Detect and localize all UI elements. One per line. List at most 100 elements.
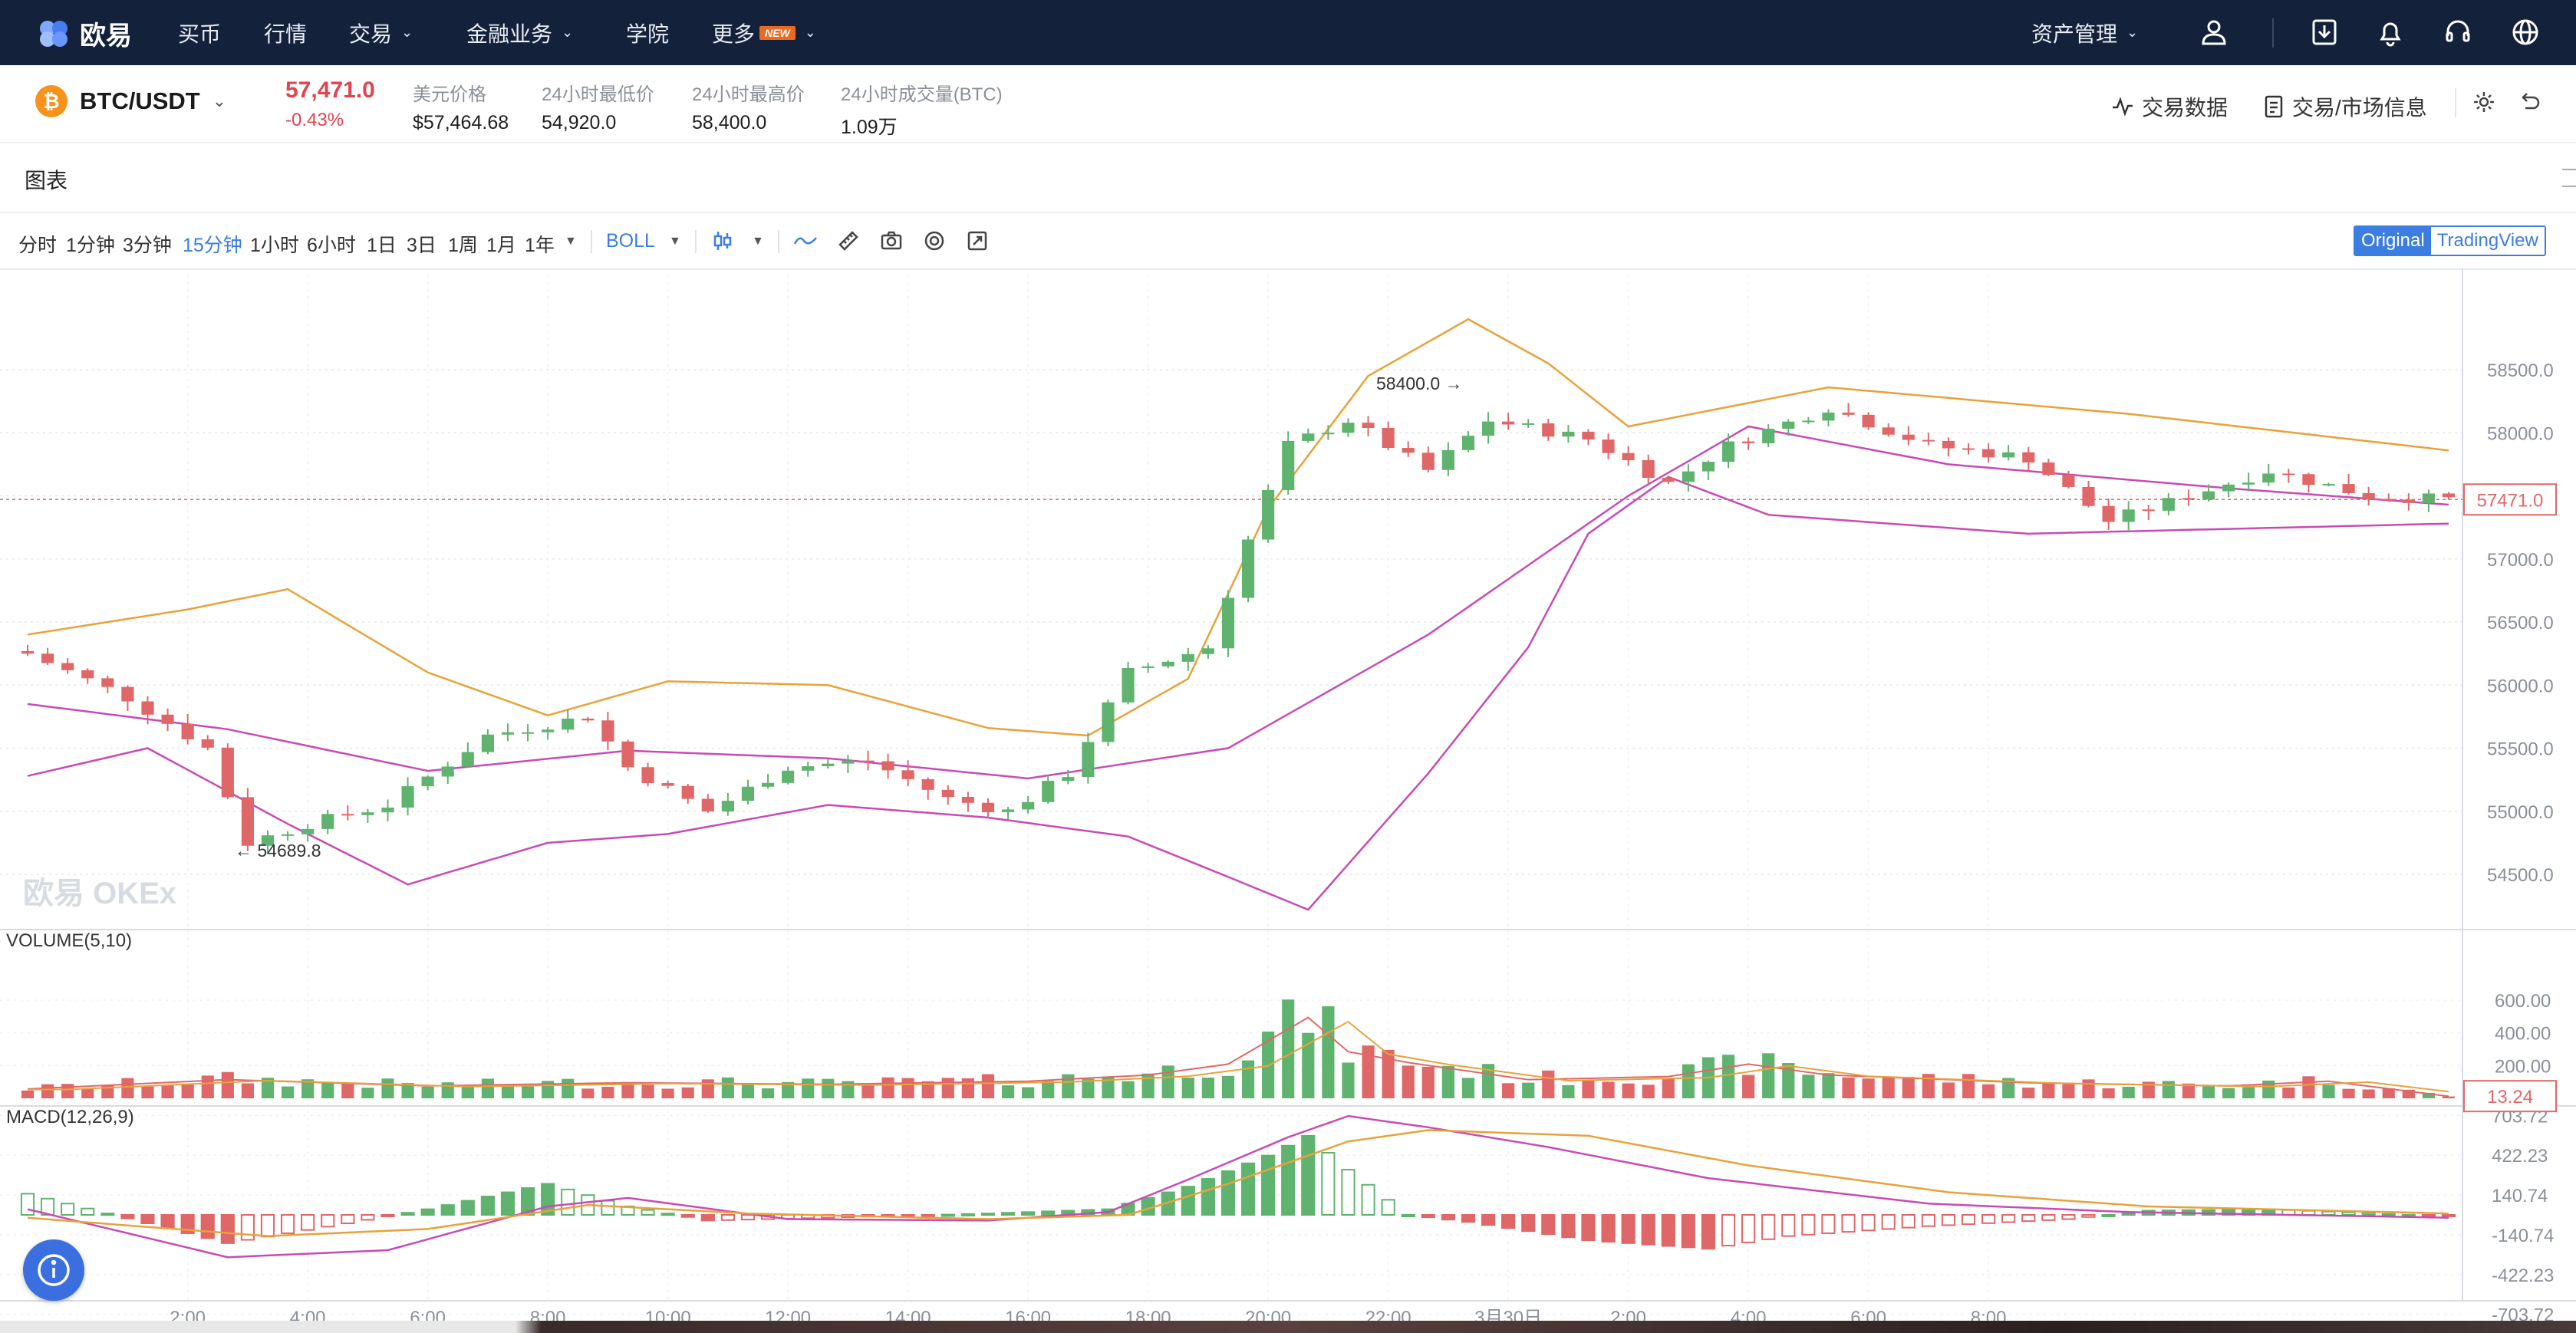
volume-bar [1982, 1084, 1995, 1098]
macd-tick-label: 140.74 [2492, 1186, 2548, 1206]
interval-1w[interactable]: 1周 [448, 235, 478, 256]
candlestick-icon[interactable] [707, 225, 738, 256]
volume-bar [2042, 1082, 2055, 1098]
interval-1m[interactable]: 1分钟 [66, 235, 115, 256]
ruler-icon[interactable] [833, 225, 864, 256]
indicator-wave-icon[interactable] [790, 225, 821, 256]
candle-body [1102, 702, 1115, 742]
download-icon[interactable] [2306, 14, 2343, 51]
macd-histogram-bar [2001, 1214, 2016, 1223]
market-info-link[interactable]: 交易/市场信息 [2263, 91, 2427, 122]
volume-bar [1421, 1066, 1435, 1098]
macd-histogram-bar [2201, 1209, 2216, 1216]
volume-bar [1362, 1045, 1375, 1098]
caret-down-icon[interactable]: ▼ [669, 235, 681, 248]
chevron-down-icon: ⌄ [212, 91, 227, 110]
trade-data-link[interactable]: 交易数据 [2111, 91, 2228, 122]
macd-histogram-bar [200, 1214, 215, 1239]
volume-bar [181, 1084, 194, 1098]
interval-line[interactable]: 分时 [18, 235, 58, 256]
macd-dea-line [27, 1129, 2449, 1237]
globe-icon[interactable] [2507, 14, 2544, 51]
volume-bar [301, 1079, 315, 1098]
info-button[interactable] [23, 1239, 84, 1301]
volume-bar [1602, 1081, 1615, 1098]
view-original-button[interactable]: Original [2355, 227, 2431, 255]
volume-bar [461, 1086, 474, 1098]
volume-bar [1262, 1031, 1275, 1098]
candle-body [2202, 491, 2215, 500]
volume-bar [941, 1078, 954, 1098]
volume-bar [1481, 1064, 1495, 1098]
price-chart[interactable]: 58500.058000.057500.057000.056500.056000… [0, 268, 2576, 1333]
pair-selector[interactable]: ₿ BTC/USDT ⌄ [35, 85, 226, 117]
macd-histogram-bar [160, 1214, 175, 1229]
indicator-boll[interactable]: BOLL [606, 230, 655, 252]
ticker-divider [2455, 88, 2456, 117]
undo-icon[interactable] [2518, 90, 2542, 118]
nav-asset-management[interactable]: 资产管理 ⌄ [2031, 0, 2138, 65]
headset-icon[interactable] [2439, 14, 2476, 51]
interval-6h[interactable]: 6小时 [307, 235, 356, 256]
interval-1y[interactable]: 1年 [525, 235, 555, 256]
macd-histogram-bar [380, 1214, 395, 1217]
view-tradingview-button[interactable]: TradingView [2430, 227, 2545, 255]
macd-histogram-bar [1301, 1134, 1316, 1216]
candle-body [1461, 436, 1475, 450]
candle-body [1402, 448, 1415, 453]
volume-bar [1221, 1075, 1235, 1098]
candle-body [1902, 434, 1915, 440]
macd-histogram-bar [1961, 1214, 1976, 1226]
nav-more[interactable]: 更多 NEW ⌄ [712, 0, 816, 65]
candle-body [401, 786, 414, 808]
nav-trade[interactable]: 交易 ⌄ [349, 0, 413, 65]
interval-1mo[interactable]: 1月 [486, 235, 516, 256]
macd-histogram-bar [500, 1191, 516, 1216]
candle-body [1062, 777, 1075, 782]
interval-3m[interactable]: 3分钟 [123, 235, 172, 256]
info-icon [38, 1254, 70, 1286]
candle-body [2162, 498, 2175, 511]
volume-bar [1721, 1055, 1735, 1098]
fullscreen-icon[interactable] [962, 225, 993, 256]
macd-tick-label: -140.74 [2492, 1226, 2554, 1246]
caret-down-icon[interactable]: ▼ [565, 235, 577, 248]
high-price-marker: 58400.0 → [1376, 374, 1463, 393]
nav-finance[interactable]: 金融业务 ⌄ [466, 0, 573, 65]
volume-bar [2062, 1082, 2075, 1098]
interval-1h[interactable]: 1小时 [250, 235, 299, 256]
boll-upper-line [27, 318, 2449, 737]
camera-icon[interactable] [876, 225, 907, 256]
interval-1d[interactable]: 1日 [367, 235, 397, 256]
logo-text: 欧易 [80, 21, 132, 51]
volume-bar [861, 1084, 875, 1098]
bell-icon[interactable] [2372, 14, 2409, 51]
interval-3d[interactable]: 3日 [407, 235, 436, 256]
nav-buy-crypto[interactable]: 买币 [178, 0, 221, 65]
settings-icon[interactable] [919, 225, 950, 256]
volume-bar [421, 1086, 434, 1098]
volume-tick-label: 400.00 [2495, 1024, 2551, 1045]
nav-academy[interactable]: 学院 [626, 0, 669, 65]
macd-histogram-bar [1861, 1214, 1876, 1232]
price-tick-label: 56500.0 [2487, 613, 2554, 634]
candle-body [921, 778, 934, 790]
caret-down-icon[interactable]: ▼ [752, 235, 764, 248]
candle-body [121, 686, 134, 702]
candle-body [2062, 475, 2075, 487]
volume-bar [141, 1086, 154, 1098]
settings-gear-icon[interactable] [2472, 90, 2496, 118]
interval-15m[interactable]: 15分钟 [183, 235, 242, 256]
volume-bar [2242, 1087, 2255, 1098]
volume-bar [2282, 1087, 2295, 1098]
volume-bar [2002, 1078, 2015, 1098]
user-icon[interactable] [2196, 14, 2232, 51]
nav-markets[interactable]: 行情 [264, 0, 307, 65]
volume-bar [761, 1088, 775, 1098]
candle-body [1762, 429, 1775, 443]
candle-body [441, 766, 454, 777]
last-price: 57,471.0 [285, 77, 375, 103]
volume-bar [1542, 1070, 1555, 1098]
collapse-menu-icon[interactable] [2562, 169, 2576, 187]
logo[interactable]: 欧易 [35, 11, 132, 55]
